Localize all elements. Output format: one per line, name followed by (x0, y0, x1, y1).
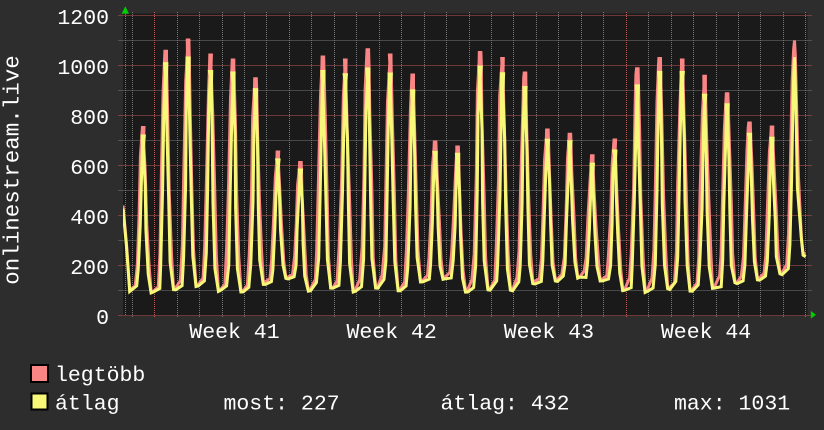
svg-text:0: 0 (96, 307, 109, 331)
svg-text:Week 44: Week 44 (661, 321, 751, 345)
svg-text:1200: 1200 (57, 7, 109, 31)
svg-text:max: 1031: max: 1031 (674, 393, 790, 417)
svg-text:most: 227: most: 227 (224, 393, 340, 417)
svg-text:600: 600 (70, 157, 109, 181)
svg-text:átlag: 432: átlag: 432 (441, 393, 570, 417)
svg-text:400: 400 (70, 207, 109, 231)
svg-text:Week 41: Week 41 (189, 321, 279, 345)
svg-text:onlinestream.live: onlinestream.live (0, 55, 26, 285)
svg-text:átlag: átlag (55, 393, 120, 417)
svg-text:Week 43: Week 43 (504, 321, 594, 345)
svg-text:200: 200 (70, 257, 109, 281)
svg-text:1000: 1000 (57, 57, 109, 81)
svg-text:Week 42: Week 42 (347, 321, 437, 345)
svg-text:800: 800 (70, 107, 109, 131)
svg-text:legtöbb: legtöbb (55, 364, 145, 388)
